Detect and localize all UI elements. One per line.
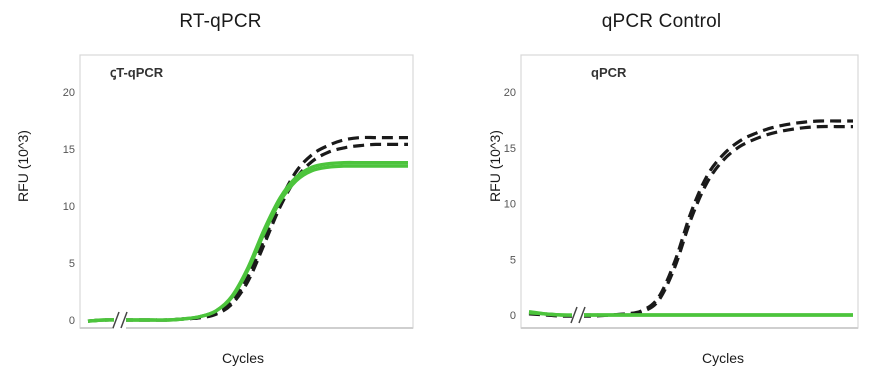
axis-break-mark [570,306,578,324]
series-line-solid [87,164,408,323]
inset-label: ꞔT-qPCR [110,65,164,80]
x-axis-label: Cycles [221,350,264,366]
chart-title: qPCR Control [601,11,722,32]
y-tick-label: 5 [69,258,75,270]
y-tick-label: 10 [504,199,516,211]
y-tick-label: 10 [63,201,75,213]
y-tick-label: 0 [69,315,75,327]
x-axis-label: Cycles [701,350,744,366]
inset-label: qPCR [591,65,627,80]
y-tick-label: 20 [504,87,516,99]
chart-plot-qpcr-control: qPCR 0 5 10 15 20 [504,54,859,329]
plot-frame [520,54,859,329]
chart-plot-rt-qpcr: ꞔT-qPCR 0 5 10 15 20 [63,54,414,329]
y-tick-label: 5 [510,254,516,266]
axis-break-mark [112,311,120,329]
y-tick-label: 15 [63,144,75,156]
y-tick-label: 0 [510,310,516,322]
chart-title: RT-qPCR [179,11,262,32]
axis-break-mark [120,311,128,329]
y-tick-label: 15 [504,143,516,155]
y-tick-label: 20 [63,87,75,99]
chart-panel-qpcr-control: qPCR Control RFU (10^3) Cycles qPCR 0 5 10 1… [441,0,882,369]
plot-frame [79,54,414,329]
axis-break-mark [578,306,586,324]
chart-panel-rt-qpcr: RT-qPCR RFU (10^3) Cycles ꞔT-qPCR 0 5 10 15 2… [0,0,441,369]
